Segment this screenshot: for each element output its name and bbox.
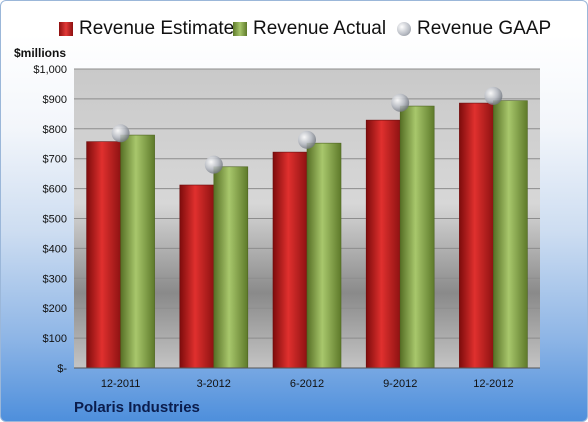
legend-label-gaap: Revenue GAAP: [417, 18, 552, 39]
x-tick-label: 9-2012: [383, 378, 417, 390]
y-tick-label: $500: [43, 214, 67, 226]
marker-revenue-gaap: [204, 155, 223, 174]
y-tick-label: $700: [43, 154, 67, 166]
bar-revenue-estimate: [459, 102, 494, 369]
marker-revenue-gaap: [111, 124, 130, 143]
legend-swatch-actual: [233, 22, 247, 36]
bar-revenue-estimate: [365, 119, 401, 369]
bar-revenue-actual: [306, 142, 342, 369]
legend-item-estimate: Revenue Estimate: [59, 15, 234, 43]
x-tick-label: 3-2012: [197, 378, 231, 390]
y-tick-label: $400: [43, 243, 67, 255]
bar-revenue-estimate: [272, 151, 308, 369]
legend-label-estimate: Revenue Estimate: [79, 18, 235, 39]
bar-revenue-actual: [493, 100, 528, 369]
y-tick-label: $200: [43, 303, 67, 315]
y-tick-label: $800: [43, 124, 67, 136]
bar-revenue-actual: [399, 105, 435, 369]
legend-label-actual: Revenue Actual: [253, 18, 387, 39]
y-tick-label: $600: [43, 184, 67, 196]
x-tick-label: 12-2011: [101, 378, 141, 390]
bar-revenue-estimate: [86, 141, 121, 369]
bar-revenue-actual: [120, 134, 155, 369]
y-tick-label: $100: [43, 333, 67, 345]
y-axis-ticks: $- $100 $200 $300 $400 $500 $600 $700 $800 $900 $1…: [33, 64, 67, 375]
bar-revenue-actual: [213, 166, 249, 369]
x-tick-label: 6-2012: [290, 378, 324, 390]
legend-item-actual: Revenue Actual: [233, 15, 386, 43]
y-tick-label: $-: [57, 363, 67, 375]
marker-revenue-gaap: [484, 86, 503, 105]
x-tick-label: 12-2012: [473, 378, 513, 390]
y-axis-unit-label: $millions: [14, 46, 67, 60]
legend: Revenue Estimate Revenue Actual Revenue …: [1, 15, 587, 45]
legend-item-gaap: Revenue GAAP: [397, 15, 551, 43]
company-name: Polaris Industries: [74, 399, 200, 416]
bar-revenue-estimate: [179, 184, 215, 369]
marker-revenue-gaap: [298, 130, 316, 149]
y-tick-label: $1,000: [33, 64, 67, 76]
x-axis-ticks: 12-2011 3-2012 6-2012 9-2012 12-2012: [101, 378, 514, 390]
legend-marker-gaap: [397, 22, 411, 36]
legend-swatch-estimate: [59, 22, 73, 36]
marker-revenue-gaap: [391, 93, 410, 112]
y-tick-label: $300: [43, 273, 67, 285]
bars: [86, 100, 528, 369]
gaap-markers: [111, 86, 503, 174]
y-tick-label: $900: [43, 94, 67, 106]
